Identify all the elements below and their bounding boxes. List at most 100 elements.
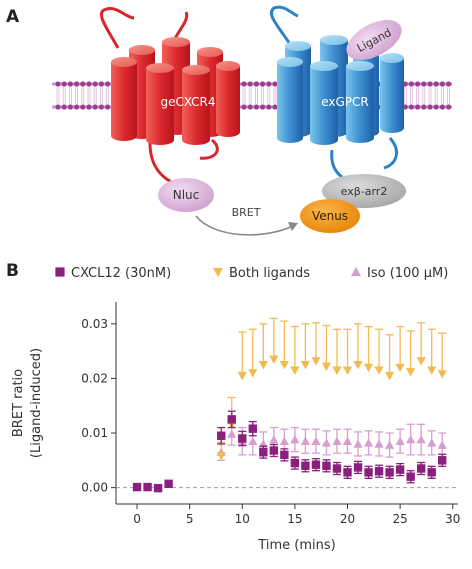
lipid-head: [433, 81, 439, 87]
data-point: [258, 361, 268, 370]
helix-top: [216, 61, 240, 71]
data-point: [406, 368, 416, 377]
gecxcr4-label: geCXCR4: [160, 95, 215, 109]
helix-body: [182, 70, 210, 145]
data-point: [374, 467, 384, 476]
helix-top: [277, 57, 303, 67]
data-point: [279, 361, 289, 370]
helix-top: [182, 65, 210, 75]
data-point: [217, 431, 226, 440]
lipid-head: [421, 104, 427, 110]
helix-body: [346, 66, 374, 143]
data-point: [227, 429, 237, 438]
venus: Venus: [300, 199, 360, 233]
chart-legend: CXCL12 (30nM) Both ligands Iso (100 µM): [55, 266, 448, 281]
data-point: [437, 370, 447, 379]
data-point: [416, 357, 426, 366]
data-point: [153, 483, 163, 493]
data-point: [353, 439, 363, 448]
data-point: [437, 440, 447, 449]
lipid-head: [415, 81, 421, 87]
data-point: [259, 447, 268, 457]
gecxcr4-receptor: geCXCR4: [99, 7, 240, 187]
lipid-head: [260, 104, 266, 110]
lipid-head: [266, 81, 272, 87]
data-point: [427, 468, 436, 477]
lipid-head: [408, 81, 414, 87]
lipid-head: [74, 104, 80, 110]
panel-a-label: A: [6, 7, 20, 27]
data-point: [301, 461, 310, 470]
lipid-head: [80, 81, 86, 87]
lipid-head: [98, 81, 104, 87]
x-tick-label: 10: [235, 512, 250, 526]
x-tick-label: 15: [287, 512, 302, 526]
data-point: [353, 361, 363, 370]
data-point: [416, 464, 426, 473]
lipid-head: [67, 104, 73, 110]
legend-label: Iso (100 µM): [367, 266, 448, 281]
x-tick-label: 5: [186, 512, 194, 526]
data-point: [342, 436, 353, 445]
data-point: [132, 482, 142, 492]
helix-top: [146, 63, 174, 73]
helix-top: [320, 35, 348, 45]
lipid-head: [260, 81, 266, 87]
data-point: [311, 460, 321, 469]
y-axis-label: BRET ratio: [11, 369, 26, 437]
data-point: [279, 436, 289, 445]
venus-label: Venus: [312, 209, 348, 223]
data-point: [322, 461, 331, 470]
y-axis-label: (Ligand-induced): [29, 348, 44, 458]
helix-body: [277, 62, 303, 143]
data-point: [342, 366, 353, 375]
lipid-head: [105, 81, 111, 87]
data-point: [269, 434, 279, 444]
lipid-head: [67, 81, 73, 87]
helix-body: [216, 66, 240, 137]
nluc-label: Nluc: [173, 188, 200, 202]
data-point: [384, 440, 395, 449]
lipid-head: [241, 81, 247, 87]
lipid-head: [439, 104, 445, 110]
lipid-head: [55, 81, 61, 87]
data-point: [374, 366, 384, 375]
lipid-head: [433, 104, 439, 110]
helix-body: [380, 58, 404, 133]
lipid-head: [408, 104, 414, 110]
legend-marker: [212, 267, 224, 278]
bret-chart: 0.00 0.01 0.02 0.03 0 5 10 15 20 25 30 Time (mins) B…: [11, 302, 460, 553]
data-point: [216, 452, 226, 461]
lipid-head: [61, 104, 67, 110]
data-point: [248, 436, 258, 445]
helix-body: [111, 62, 137, 141]
series-square: [132, 410, 447, 493]
data-point: [290, 434, 300, 444]
data-point: [248, 369, 258, 378]
data-point: [290, 366, 300, 375]
data-point: [311, 357, 321, 366]
data-point: [237, 371, 247, 381]
data-point: [227, 415, 236, 424]
y-tick-label: 0.00: [81, 481, 108, 495]
data-point: [363, 363, 374, 373]
x-axis-label: Time (mins): [257, 538, 335, 553]
data-point: [416, 434, 426, 444]
lipid-head: [92, 104, 98, 110]
data-point: [385, 468, 394, 477]
lipid-head: [61, 81, 67, 87]
lipid-head: [253, 81, 259, 87]
data-point: [300, 361, 311, 370]
ligand: Ligand: [346, 20, 402, 60]
data-point: [384, 371, 395, 381]
lipid-head: [105, 104, 111, 110]
legend-marker: [55, 267, 65, 277]
lipid-head: [98, 104, 104, 110]
data-point: [300, 436, 311, 445]
bret-label: BRET: [232, 206, 261, 219]
helix-top: [346, 61, 374, 71]
lipid-head: [421, 81, 427, 87]
data-point: [248, 424, 257, 433]
lipid-head: [92, 81, 98, 87]
data-point: [238, 434, 247, 443]
